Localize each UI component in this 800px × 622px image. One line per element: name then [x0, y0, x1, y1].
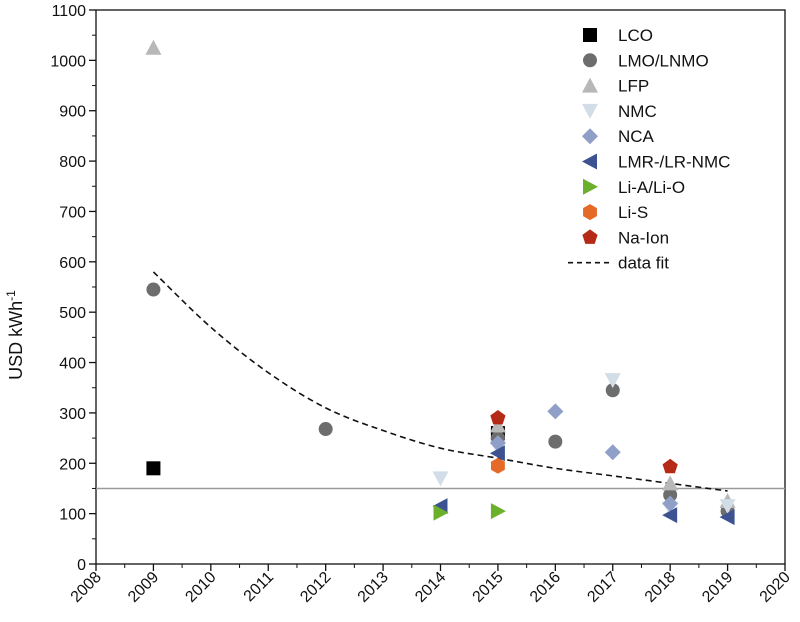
x-tick-label: 2016: [527, 569, 564, 606]
x-tick-label: 2012: [297, 569, 334, 606]
data-point-nmc: [604, 373, 621, 389]
data-point-lfp: [662, 475, 679, 491]
y-tick-label: 100: [59, 507, 86, 524]
legend-marker-li-a-li-o: [583, 178, 598, 195]
x-tick-label: 2011: [241, 569, 277, 605]
x-tick-label: 2017: [584, 569, 621, 606]
data-point-li-a-li-o: [490, 503, 506, 520]
y-axis-title: USD kWh-1: [4, 290, 26, 380]
y-tick-label: 900: [59, 104, 86, 121]
y-tick-label: 600: [59, 255, 86, 272]
data-point-lmo-lnmo: [605, 383, 620, 398]
legend-label-lfp: LFP: [618, 77, 649, 96]
legend-label-lmr-lr-nmc: LMR-/LR-NMC: [618, 153, 730, 172]
legend-marker-li-s: [583, 204, 597, 221]
data-point-lfp: [489, 417, 506, 433]
data-point-li-s: [490, 457, 505, 474]
y-axis-title-main: USD kWh: [6, 301, 26, 380]
x-tick-label: 2008: [68, 569, 105, 606]
x-tick-label: 2009: [125, 569, 162, 606]
data-point-lfp: [145, 39, 162, 55]
y-tick-label: 300: [59, 406, 86, 423]
y-tick-label: 1100: [52, 3, 87, 20]
y-tick-label: 200: [59, 456, 86, 473]
y-tick-label: 800: [59, 154, 86, 171]
legend-label-nca: NCA: [618, 127, 655, 146]
legend-marker-na-ion: [582, 229, 598, 244]
data-point-nca: [662, 495, 679, 512]
legend-marker-lmr-lr-nmc: [582, 153, 597, 170]
x-tick-label: 2013: [355, 569, 392, 606]
legend-marker-lco: [583, 28, 597, 42]
data-point-lmo-lnmo: [663, 488, 678, 503]
x-tick-label: 2014: [412, 569, 449, 606]
data-point-nmc: [719, 499, 736, 515]
y-tick-label: 0: [77, 557, 86, 574]
legend-marker-lfp: [582, 77, 598, 93]
data-point-nmc: [432, 471, 449, 487]
data-point-lmr-lr-nmc: [432, 498, 448, 515]
x-tick-label: 2010: [182, 569, 219, 606]
legend: LCO LMO/LNMO LFP NMC NCA LMR-/LR-NMC Li-A/Li-O…: [568, 26, 730, 273]
data-point-lco: [146, 461, 161, 476]
data-point-li-a-li-o: [433, 504, 449, 521]
legend-label-li-a-li-o: Li-A/Li-O: [618, 178, 685, 197]
data-point-lmo-lnmo: [548, 434, 563, 449]
legend-label-lmo-lnmo: LMO/LNMO: [618, 51, 709, 70]
data-point-na-ion: [662, 458, 678, 474]
data-point-lmo-lnmo: [318, 422, 333, 437]
y-tick-label: 400: [59, 356, 86, 373]
y-tick-label: 500: [59, 305, 86, 322]
legend-marker-nmc: [582, 103, 598, 119]
data-point-lmr-lr-nmc: [489, 445, 505, 462]
legend-marker-nca: [582, 128, 598, 145]
legend-label-lco: LCO: [618, 26, 653, 45]
data-point-lmr-lr-nmc: [719, 509, 735, 526]
data-point-nca: [547, 403, 564, 420]
y-axis-title-superscript: -1: [4, 290, 18, 301]
x-tick-label: 2020: [757, 569, 794, 606]
x-tick-label: 2019: [699, 569, 736, 606]
data-point-nca: [604, 444, 621, 461]
legend-label-li-s: Li-S: [618, 203, 648, 222]
y-axis: 0 100 200 300 400 500 600 700 800 900 1000 1100: [50, 3, 96, 574]
legend-label-nmc: NMC: [618, 102, 657, 121]
legend-label-na-ion: Na-Ion: [618, 228, 669, 247]
y-tick-label: 1000: [50, 53, 86, 70]
data-point-lmr-lr-nmc: [662, 507, 678, 524]
fit-line-layer: [152, 271, 728, 492]
data-points-layer: [145, 39, 736, 526]
x-tick-label: 2018: [642, 569, 679, 606]
data-point-lmo-lnmo: [146, 282, 161, 297]
legend-marker-lmo-lnmo: [583, 53, 597, 68]
fit-line: [152, 271, 728, 492]
x-axis: 2008 2009 2010 2011 2012 2013 2014 2015 2016 2017…: [68, 564, 794, 606]
data-point-na-ion: [490, 409, 506, 425]
legend-label-data-fit: data fit: [618, 254, 669, 273]
x-tick-label: 2015: [470, 569, 507, 606]
y-tick-label: 700: [59, 204, 86, 221]
